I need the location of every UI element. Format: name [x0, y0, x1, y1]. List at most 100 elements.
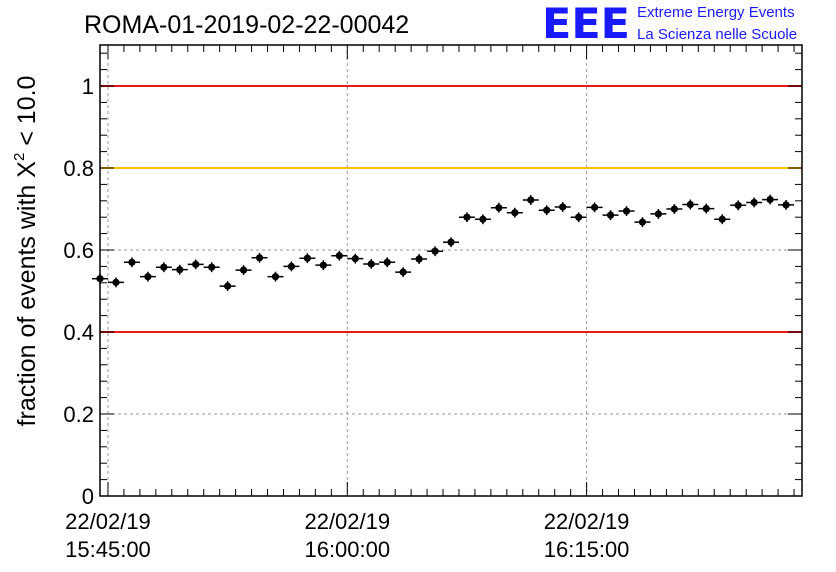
y-tick-label: 1	[82, 74, 94, 99]
data-point	[602, 210, 619, 221]
data-point	[331, 250, 348, 261]
data-marker	[208, 263, 216, 271]
data-marker	[463, 213, 471, 221]
x-tick-date-label: 22/02/19	[304, 509, 390, 534]
data-point	[315, 260, 332, 271]
data-marker	[447, 238, 455, 246]
data-marker	[415, 255, 423, 263]
x-axis-ticks: 22/02/19 15:45:00 22/02/19 16:00:00 22/02/19…	[65, 45, 795, 562]
data-marker	[351, 255, 359, 263]
eee-logo-letters: EEE	[542, 0, 630, 48]
data-point	[267, 271, 284, 282]
data-point	[586, 202, 603, 213]
data-marker	[224, 282, 232, 290]
data-marker	[543, 206, 551, 214]
data-point	[762, 194, 779, 205]
data-point	[682, 199, 699, 210]
data-point	[730, 200, 747, 211]
data-point	[666, 204, 683, 214]
x-tick-date-label: 22/02/19	[65, 509, 151, 534]
data-point	[219, 281, 236, 291]
eee-logo: EEE Extreme Energy Events La Scienza nel…	[542, 0, 797, 48]
data-point	[283, 261, 300, 272]
x-tick-time-label: 16:00:00	[304, 537, 390, 562]
y-tick-label: 0	[82, 484, 94, 509]
grid-lines	[100, 45, 802, 496]
data-point	[570, 212, 587, 223]
data-point	[379, 257, 396, 268]
data-point	[778, 199, 795, 210]
data-marker	[367, 260, 375, 268]
data-point	[522, 195, 539, 205]
data-marker	[670, 205, 678, 213]
data-marker	[176, 266, 184, 274]
y-axis-ticks: 0 0.2 0.4 0.6 0.8 1	[63, 52, 802, 509]
data-point	[363, 259, 380, 269]
data-point	[490, 202, 507, 213]
plot-frame-rect	[99, 44, 803, 497]
y-tick-label: 0.6	[63, 238, 94, 263]
data-marker	[686, 200, 694, 209]
data-marker	[192, 260, 200, 268]
x-tick-time-label: 15:45:00	[65, 537, 151, 562]
data-point	[155, 262, 172, 273]
data-marker	[734, 201, 742, 209]
data-marker	[399, 268, 407, 276]
eee-logo-line2: La Scienza nelle Scuole	[637, 26, 797, 43]
data-point	[235, 265, 252, 276]
data-marker	[144, 273, 152, 281]
eee-logo-line1: Extreme Energy Events	[637, 4, 795, 21]
data-marker	[527, 196, 535, 204]
data-marker	[766, 195, 774, 204]
data-marker	[479, 215, 487, 223]
data-marker	[654, 210, 663, 218]
data-point	[714, 214, 731, 225]
data-marker	[606, 211, 615, 219]
data-point	[698, 203, 715, 214]
data-marker	[383, 258, 391, 266]
data-marker	[255, 254, 264, 262]
data-point	[171, 264, 188, 275]
data-marker	[559, 203, 567, 211]
data-point	[554, 202, 571, 212]
data-point	[395, 267, 412, 278]
data-point	[107, 277, 124, 288]
data-marker	[160, 263, 168, 271]
data-marker	[287, 262, 296, 270]
data-marker	[112, 278, 120, 286]
data-point	[203, 262, 220, 273]
data-marker	[590, 203, 599, 211]
data-point	[347, 253, 364, 264]
data-point	[411, 254, 428, 264]
y-tick-label: 0.2	[63, 402, 94, 427]
y-tick-label: 0.4	[63, 320, 94, 345]
y-tick-label: 0.8	[63, 156, 94, 181]
data-marker	[638, 218, 647, 226]
data-point	[443, 237, 459, 248]
data-marker	[511, 209, 519, 217]
data-marker	[335, 252, 343, 260]
data-marker	[271, 273, 280, 281]
y-axis-label: fraction of events with Χ2 < 10.0	[11, 76, 41, 427]
data-marker	[128, 258, 136, 266]
data-marker	[575, 213, 583, 221]
data-point	[251, 252, 268, 263]
data-marker	[495, 204, 503, 212]
data-point	[139, 271, 156, 282]
x-tick-date-label: 22/02/19	[544, 509, 630, 534]
data-marker	[431, 247, 439, 255]
data-marker	[303, 254, 312, 262]
data-point	[474, 214, 491, 225]
data-marker	[718, 215, 726, 223]
data-point	[187, 259, 204, 270]
data-marker	[750, 198, 758, 207]
x-tick-time-label: 16:15:00	[544, 537, 630, 562]
data-point	[458, 212, 475, 223]
data-point	[650, 209, 667, 219]
data-marker	[782, 201, 790, 209]
data-point	[746, 197, 763, 208]
reference-lines	[100, 85, 802, 333]
data-points	[92, 194, 795, 291]
data-marker	[622, 207, 631, 215]
